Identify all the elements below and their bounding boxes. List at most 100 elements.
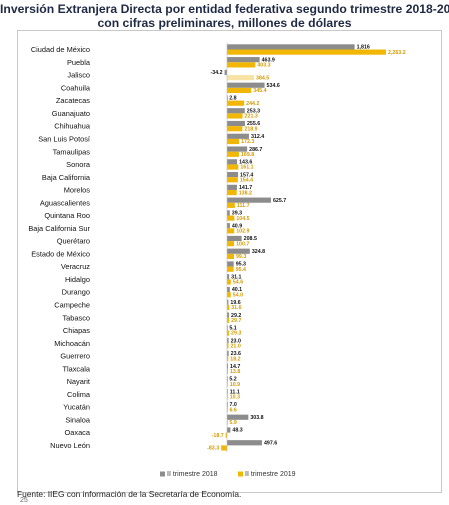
bar-2019-guerrero [227, 355, 229, 362]
value-label-2019-quintana-roo: 104.5 [236, 216, 249, 222]
page-number: 25 [20, 497, 28, 504]
value-label-2018-estado-de-mexico: 324.8 [252, 249, 265, 255]
value-label-2019-sonora: 161.1 [240, 165, 253, 171]
bar-2019-tamaulipas [227, 151, 239, 157]
bar-2018-tamaulipas [227, 146, 248, 152]
category-label-morelos: Morelos [64, 186, 91, 195]
category-label-campeche: Campeche [54, 301, 90, 310]
bar-2018-oaxaca [227, 427, 231, 433]
source-note: Fuente: IIEG con información de la Secre… [17, 489, 242, 499]
value-label-2019-coahuila: 345.4 [253, 88, 266, 94]
bar-2018-durango [227, 286, 230, 293]
value-label-2018-durango: 40.1 [232, 287, 242, 293]
value-label-2018-jalisco: -34.2 [211, 70, 223, 76]
category-label-sonora: Sonora [66, 160, 91, 169]
value-label-2019-baja-california: 154.4 [240, 178, 253, 184]
value-label-2019-tlaxcala: 13.8 [230, 369, 240, 375]
legend-swatch-2018 [160, 471, 165, 477]
value-label-2018-colima: 11.1 [230, 389, 240, 395]
value-label-2019-tamaulipas: 169.8 [241, 152, 254, 158]
bar-2019-chiapas [227, 330, 230, 336]
category-label-baja-california: Baja California [42, 173, 91, 182]
bar-2019-oaxaca [225, 432, 227, 438]
bar-2018-queretaro [227, 235, 242, 242]
category-label-yucatan: Yucatán [63, 403, 90, 412]
bar-2018-baja-california-sur [227, 223, 230, 229]
bar-2019-queretaro [227, 241, 235, 247]
category-label-tlaxcala: Tlaxcala [62, 364, 90, 373]
value-label-2019-oaxaca: -18.7 [212, 433, 224, 439]
bar-2019-ciudad-de-mexico [227, 49, 386, 55]
bar-2019-quintana-roo [227, 215, 235, 221]
bar-2019-hidalgo [227, 279, 231, 285]
category-label-queretaro: Querétaro [57, 237, 90, 246]
value-label-2019-veracruz: 95.4 [236, 267, 246, 273]
category-labels: Ciudad de México Puebla Jalisco Coahuila Zac… [28, 45, 91, 450]
category-label-zacatecas: Zacatecas [56, 96, 90, 105]
value-label-2018-queretaro: 208.5 [244, 236, 257, 242]
value-label-2018-tlaxcala: 14.7 [230, 364, 240, 370]
category-label-nayarit: Nayarit [67, 377, 90, 386]
category-label-ciudad-de-mexico: Ciudad de México [31, 45, 90, 54]
value-label-2018-campeche: 19.6 [230, 300, 240, 306]
bar-2019-sonora [227, 164, 239, 170]
value-label-2019-puebla: 403.3 [257, 63, 270, 69]
value-label-2019-tabasco: 29.7 [231, 318, 241, 324]
bar-2019-jalisco [227, 75, 255, 81]
value-label-2018-chihuahua: 255.6 [247, 121, 260, 127]
value-label-2018-quintana-roo: 39.3 [232, 211, 242, 217]
bar-2019-aguascalientes [227, 202, 235, 208]
chart-frame [17, 30, 442, 493]
bar-2018-sinaloa [227, 414, 249, 420]
value-label-2019-yucatan: 6.6 [229, 407, 236, 413]
value-label-2018-tamaulipas: 286.7 [249, 147, 262, 153]
bar-2019-durango [227, 292, 231, 298]
value-label-2019-morelos: 138.2 [239, 190, 252, 196]
value-label-2018-michoacan: 23.0 [231, 338, 241, 344]
value-label-2019-san-luis-potosi: 172.3 [241, 139, 254, 145]
bar-2018-campeche [227, 299, 229, 305]
value-label-2018-nayarit: 5.2 [229, 377, 236, 383]
category-label-michoacan: Michoacán [54, 339, 90, 348]
value-label-2019-nuevo-leon: -83.3 [207, 446, 219, 452]
bar-2018-ciudad-de-mexico [227, 44, 355, 50]
bar-2019-tlaxcala [227, 368, 228, 374]
bar-2019-sinaloa [227, 419, 228, 426]
bar-2018-guerrero [227, 350, 229, 356]
category-label-durango: Durango [62, 288, 90, 297]
bar-2018-san-luis-potosi [227, 133, 249, 139]
value-label-2019-aguascalientes: 111.7 [237, 203, 250, 209]
value-label-2019-zacatecas: 244.2 [246, 101, 259, 107]
bar-2018-veracruz [227, 261, 234, 267]
value-label-2018-morelos: 141.7 [239, 185, 252, 191]
bar-2018-baja-california [227, 172, 239, 178]
value-label-2018-chiapas: 5.1 [229, 326, 236, 332]
category-label-estado-de-mexico: Estado de México [31, 249, 90, 258]
value-label-2018-hidalgo: 31.1 [231, 274, 241, 280]
bar-2018-michoacan [227, 338, 229, 344]
bar-2019-puebla [227, 62, 256, 68]
value-label-2018-tabasco: 29.2 [231, 313, 241, 319]
value-label-2019-chiapas: 29.3 [231, 331, 241, 337]
value-label-2019-colima: 10.3 [230, 395, 240, 401]
value-label-2018-san-luis-potosi: 312.4 [251, 134, 264, 140]
category-label-hidalgo: Hidalgo [65, 275, 90, 284]
bar-2018-puebla [227, 57, 260, 63]
value-label-2019-queretaro: 100.7 [236, 241, 249, 247]
category-label-guanajuato: Guanajuato [52, 109, 90, 118]
category-label-colima: Colima [67, 390, 91, 399]
category-label-tabasco: Tabasco [62, 313, 90, 322]
bar-2019-chihuahua [227, 126, 243, 132]
value-label-2019-estado-de-mexico: 99.3 [236, 254, 246, 260]
category-label-tamaulipas: Tamaulipas [53, 147, 91, 156]
value-label-2019-durango: 54.0 [233, 292, 243, 298]
value-label-2018-sonora: 143.6 [239, 160, 252, 166]
value-label-2019-chihuahua: 218.9 [244, 126, 257, 132]
value-label-2019-guerrero: 18.2 [230, 356, 240, 362]
value-label-2018-coahuila: 534.6 [267, 83, 280, 89]
bar-2019-tabasco [227, 317, 230, 323]
value-label-2018-baja-california: 157.4 [240, 172, 253, 178]
value-label-2019-sinaloa: 5.9 [229, 420, 236, 426]
bar-2019-san-luis-potosi [227, 138, 240, 145]
